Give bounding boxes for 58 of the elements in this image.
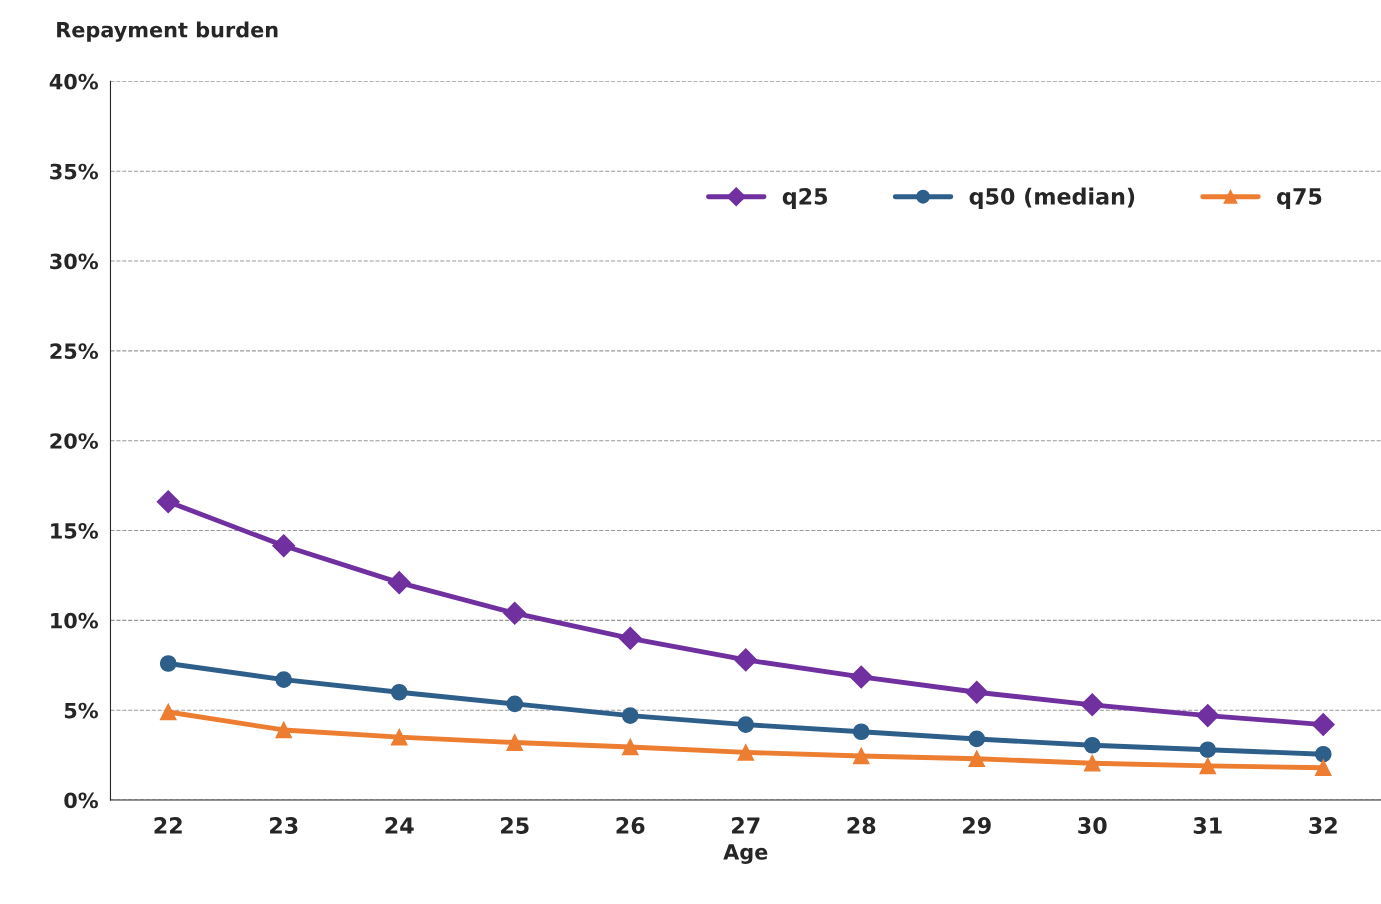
point [1080, 693, 1104, 717]
point [968, 750, 986, 768]
point [737, 744, 755, 761]
x-tick-label: 23 [270, 817, 298, 834]
legend-label: q75 [1277, 188, 1322, 210]
point [621, 707, 639, 724]
point [734, 648, 758, 672]
x-axis-title: Age [723, 844, 768, 864]
point [159, 703, 177, 721]
x-tick-label: 27 [732, 817, 760, 834]
y-tick-label: 25% [50, 343, 99, 360]
point [1083, 754, 1101, 772]
y-tick-label: 15% [51, 522, 99, 539]
point [272, 534, 296, 558]
point [1083, 736, 1101, 754]
x-tick-label: 22 [154, 817, 182, 834]
point [387, 571, 411, 595]
point [156, 490, 180, 514]
point [503, 601, 527, 625]
x-tick-label: 30 [1078, 817, 1107, 834]
x-tick-label: 24 [385, 817, 414, 834]
y-axis-title: Repayment burden [57, 21, 278, 42]
point [390, 683, 408, 701]
point [390, 728, 408, 746]
point [506, 695, 524, 713]
legend-label: q50 (median) [969, 187, 1135, 210]
point [1311, 713, 1335, 737]
y-tick-label: 10% [51, 612, 99, 629]
point [618, 626, 642, 650]
y-tick-label: 0% [64, 792, 99, 809]
point [737, 716, 755, 733]
point [1199, 757, 1217, 775]
point [849, 665, 873, 689]
x-tick-label: 29 [963, 817, 991, 834]
point [506, 734, 524, 751]
y-tick-label: 5% [64, 702, 99, 719]
y-tick-label: 35% [50, 163, 99, 180]
point [968, 730, 986, 748]
x-tick-label: 26 [616, 817, 645, 834]
point [965, 680, 989, 704]
point [275, 671, 293, 688]
y-tick-label: 30% [50, 253, 99, 270]
point [852, 723, 870, 741]
point [159, 655, 177, 672]
x-tick-label: 25 [501, 817, 529, 834]
x-tick-label: 31 [1193, 817, 1222, 834]
point [1196, 704, 1220, 728]
x-tick-label: 28 [847, 817, 876, 834]
point [275, 721, 293, 739]
point [1199, 741, 1217, 759]
point [1314, 759, 1332, 777]
point [621, 738, 639, 756]
point [852, 747, 870, 765]
y-tick-label: 40% [49, 73, 99, 90]
x-tick-label: 32 [1309, 817, 1337, 834]
y-tick-label: 20% [50, 433, 99, 449]
point [1314, 745, 1332, 763]
legend-label: q25 [782, 187, 828, 210]
